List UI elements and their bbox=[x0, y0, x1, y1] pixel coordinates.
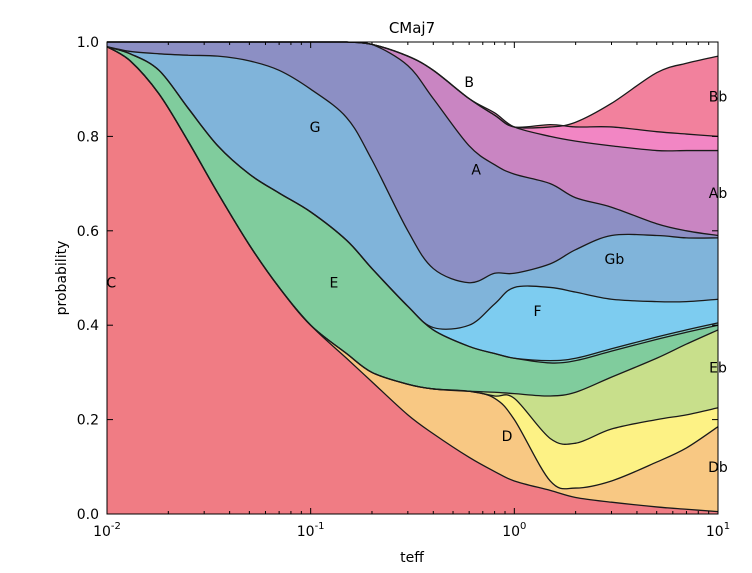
area-label-f: F bbox=[533, 304, 541, 320]
area-b bbox=[107, 42, 718, 137]
area-bb bbox=[107, 42, 718, 151]
y-tick-label: 0.6 bbox=[77, 224, 99, 240]
area-d bbox=[107, 46, 718, 489]
y-tick-label: 0.8 bbox=[77, 129, 99, 145]
area-g bbox=[107, 46, 718, 330]
area-label-c: C bbox=[106, 276, 116, 292]
plot-frame bbox=[106, 41, 719, 515]
x-tick-label: 10-2 bbox=[93, 521, 121, 540]
y-tick-label: 0.2 bbox=[77, 413, 99, 429]
area-ab bbox=[107, 42, 718, 283]
y-tick-label: 0.4 bbox=[77, 318, 99, 334]
x-tick-label: 100 bbox=[502, 521, 526, 540]
area-gb bbox=[107, 46, 718, 361]
boundary-line-g bbox=[106, 46, 719, 284]
boundary-line-eb bbox=[106, 46, 719, 397]
x-tick-label: 101 bbox=[706, 521, 730, 540]
y-tick-label: 0.0 bbox=[77, 507, 99, 523]
area-label-a: A bbox=[471, 162, 481, 178]
area-label-g: G bbox=[310, 120, 321, 136]
axis-ticks: 0.0 0.2 0.4 0.6 0.8 1.0 10-2 10-1 100 101 bbox=[77, 35, 730, 540]
stacked-areas bbox=[106, 41, 719, 514]
chart-title: CMaj7 bbox=[389, 19, 435, 37]
area-label-d: D bbox=[502, 429, 513, 445]
area-label-e: E bbox=[329, 276, 338, 292]
x-axis-label: teff bbox=[400, 550, 424, 566]
x-tick-label: 10-1 bbox=[297, 521, 325, 540]
y-axis-label: probability bbox=[54, 241, 70, 316]
y-tick-label: 1.0 bbox=[77, 35, 99, 51]
area-c bbox=[107, 46, 718, 514]
area-label-b: B bbox=[464, 75, 474, 91]
area-eb bbox=[107, 46, 718, 445]
area-label-gb: Gb bbox=[605, 252, 625, 268]
boundary-line-gb bbox=[106, 46, 719, 330]
area-a bbox=[107, 42, 718, 236]
